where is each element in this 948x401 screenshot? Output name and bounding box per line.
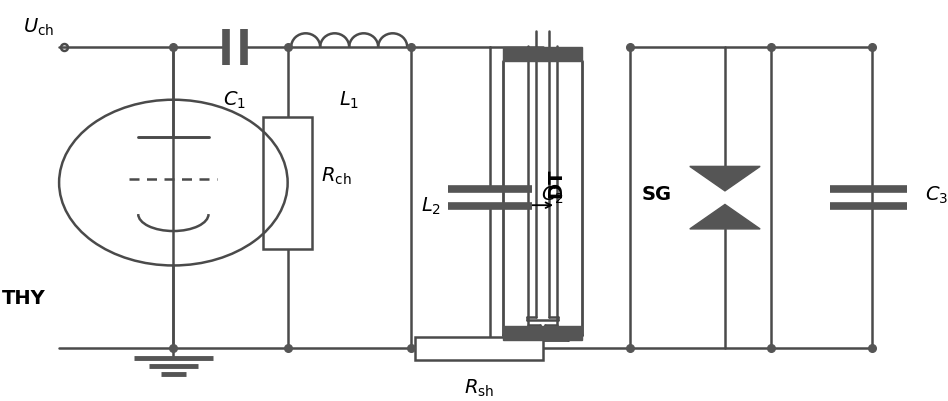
- Bar: [503, 48, 582, 62]
- Text: DT: DT: [546, 168, 565, 197]
- Text: $R_{\rm ch}$: $R_{\rm ch}$: [321, 165, 352, 186]
- Text: SG: SG: [642, 185, 672, 204]
- Text: THY: THY: [2, 288, 46, 307]
- Text: $C_3$: $C_3$: [925, 184, 948, 205]
- Text: $R_{\rm sh}$: $R_{\rm sh}$: [464, 377, 494, 398]
- Text: $L_2$: $L_2$: [421, 195, 442, 216]
- Bar: [503, 326, 582, 340]
- Polygon shape: [690, 167, 760, 191]
- Text: $C_1$: $C_1$: [224, 89, 246, 110]
- Polygon shape: [690, 205, 760, 229]
- Text: $C_2$: $C_2$: [540, 184, 564, 205]
- Text: $L_1$: $L_1$: [339, 89, 359, 110]
- Bar: [415, 337, 542, 360]
- Text: $U_{\rm ch}$: $U_{\rm ch}$: [24, 16, 55, 38]
- Bar: [263, 117, 312, 249]
